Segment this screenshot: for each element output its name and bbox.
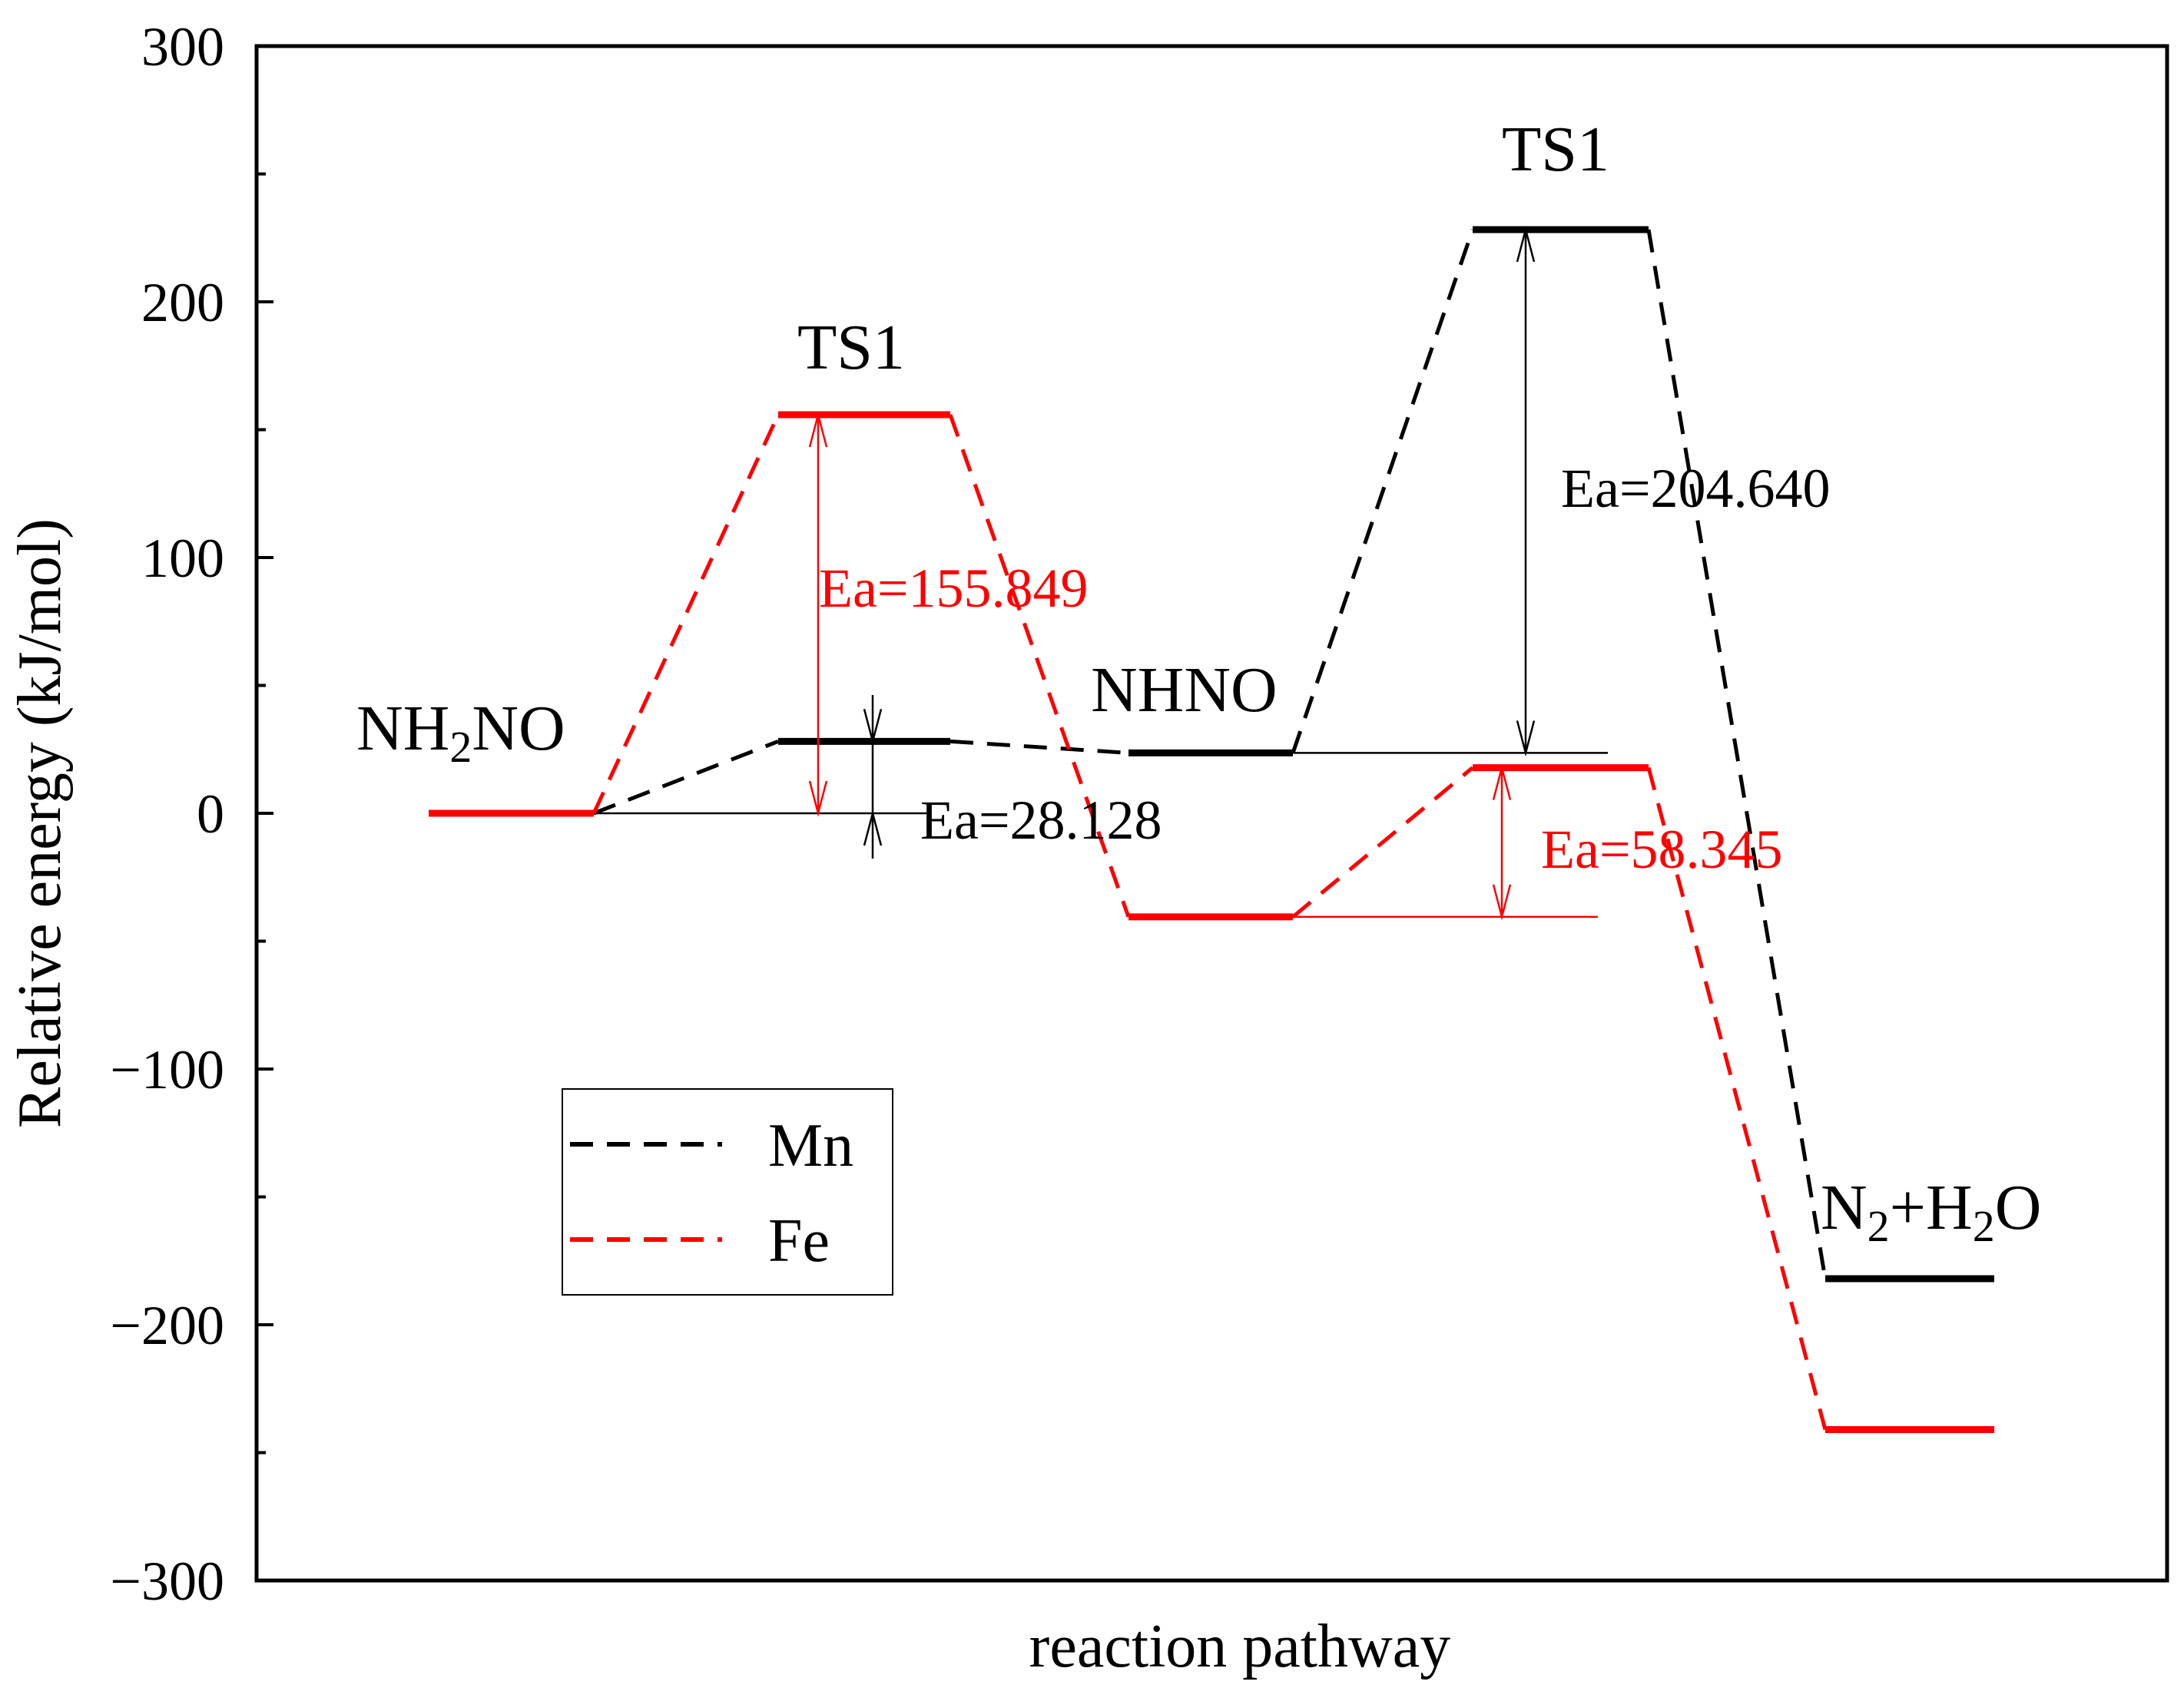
y-tick-label: 300: [141, 16, 224, 78]
state-label-n2h2o: N2+H2O: [1821, 1172, 2041, 1251]
arrow-ea-fe-step2-head-top: [1492, 763, 1512, 800]
ea-label-fe-step1: Ea=155.849: [819, 558, 1089, 619]
arrow-ea-mn-step2-head-bottom: [1516, 720, 1536, 757]
connector-mn: [593, 740, 779, 816]
y-tick-label: 0: [197, 783, 224, 845]
arrow-ea-fe-step1-head-top: [808, 411, 828, 448]
y-tick-label: −100: [110, 1039, 224, 1101]
state-label-ts1-fe: TS1: [797, 312, 905, 383]
arrow-ea-mn-step2-head-top: [1516, 226, 1536, 263]
y-tick-label: 100: [141, 528, 224, 589]
legend-box: [562, 1088, 893, 1296]
legend-label-fe: Fe: [768, 1207, 830, 1275]
connector-mn: [1646, 229, 1828, 1279]
reference-lines: [594, 752, 1608, 919]
arrow-ea-fe-step1-head-bottom: [808, 780, 828, 817]
y-tick-label: 200: [141, 272, 224, 333]
y-axis-ticks: 300 200 100 0 −100 −200 −300: [110, 16, 273, 1612]
ea-label-mn-step1: Ea=28.128: [920, 789, 1162, 851]
arrow-ea-fe-step2-head-bottom: [1492, 884, 1512, 921]
y-tick-label: −300: [110, 1551, 224, 1612]
connector-fe: [1646, 766, 1828, 1431]
state-label-nhno: NHNO: [1091, 654, 1278, 726]
ea-label-fe-step2: Ea=58.345: [1541, 819, 1783, 880]
arrow-ea-mn-step1-head-bottom: [863, 809, 883, 846]
activation-arrows: [808, 226, 1536, 921]
connector-fe: [1291, 766, 1474, 919]
connector-mn: [949, 739, 1129, 755]
y-axis-title: Relative energy (kJ/mol): [6, 518, 74, 1128]
state-label-nh2no: NH2NO: [356, 693, 565, 772]
y-tick-label: −200: [110, 1295, 224, 1356]
connector-mn: [1291, 229, 1475, 754]
connector-fe: [948, 414, 1131, 918]
x-axis-title: reaction pathway: [1029, 1613, 1451, 1680]
legend-label-mn: Mn: [768, 1112, 853, 1180]
ea-label-mn-step2: Ea=204.640: [1561, 458, 1831, 519]
arrow-ea-mn-step1-head-top: [863, 709, 883, 746]
series-group: [429, 226, 1994, 1434]
state-label-ts1-mn: TS1: [1502, 114, 1609, 185]
legend: Mn Fe: [562, 1088, 893, 1296]
